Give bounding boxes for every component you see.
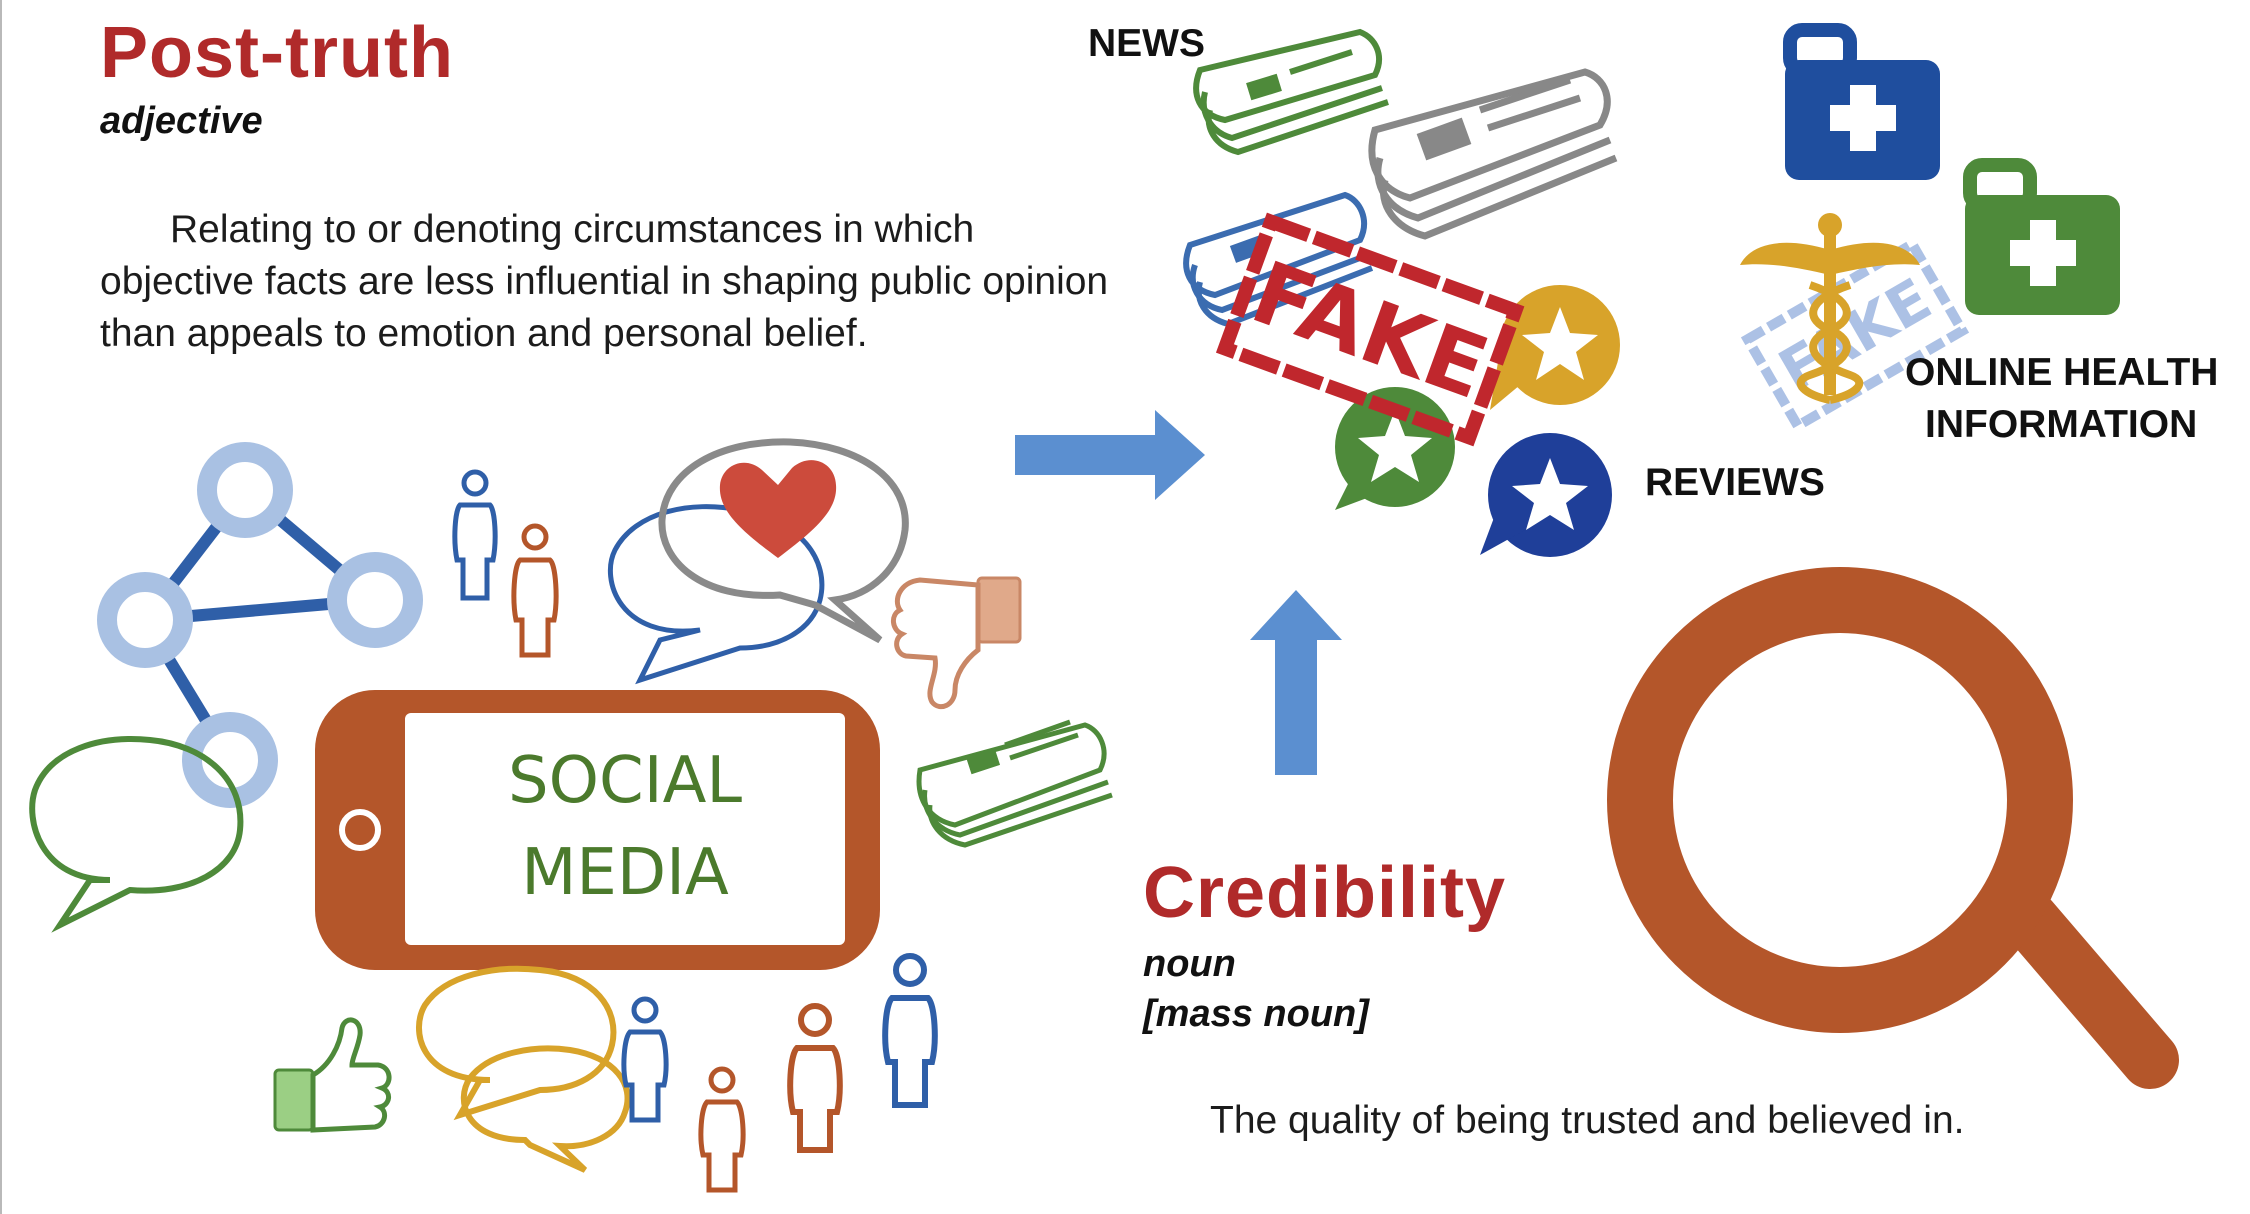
smartphone-icon — [315, 690, 880, 970]
health-label-line1: ONLINE HEALTH — [1905, 351, 2219, 394]
person-icon — [698, 1066, 746, 1193]
thumbs-up-icon — [273, 1017, 392, 1133]
fake-stamp: FAKE — [1215, 212, 1525, 447]
thumbs-down-icon — [891, 576, 1022, 710]
arrow-right-icon — [1015, 410, 1205, 500]
news-label: NEWS — [1088, 22, 1205, 65]
person-icon — [621, 996, 669, 1123]
network-icon — [97, 442, 423, 808]
heart-speech-bubble-icon — [607, 438, 909, 685]
speech-bubble-icon — [29, 736, 244, 933]
person-icon — [511, 523, 559, 658]
magnifying-glass-icon — [1607, 567, 2179, 1089]
reviews-label: REVIEWS — [1645, 461, 1825, 504]
left-border — [0, 0, 2, 1214]
star-badge-icon — [1480, 433, 1612, 557]
post-truth-title: Post-truth — [100, 13, 454, 93]
health-label-line2: INFORMATION — [1925, 403, 2198, 446]
person-icon — [882, 953, 938, 1108]
newspaper-icon — [916, 719, 1113, 848]
social-media-label-line2: MEDIA — [521, 836, 729, 910]
medical-kit-icon — [1783, 23, 1940, 180]
arrow-up-icon — [1250, 590, 1342, 775]
credibility-definition: The quality of being trusted and believe… — [1210, 1099, 1965, 1142]
person-icon — [452, 469, 498, 601]
post-truth-pos: adjective — [100, 100, 263, 142]
credibility-pos: noun — [1143, 943, 1236, 985]
newspaper-icon — [1193, 28, 1389, 156]
medical-kit-icon — [1963, 158, 2120, 315]
post-truth-definition: Relating to or denoting circumstances in… — [100, 208, 1109, 355]
star-badge-icon — [1490, 285, 1620, 410]
credibility-qualifier: [mass noun] — [1143, 993, 1369, 1035]
person-icon — [787, 1003, 843, 1153]
speech-bubble-icon — [416, 965, 631, 1173]
social-media-label-line1: SOCIAL — [508, 744, 742, 818]
newspaper-icon — [1368, 68, 1618, 240]
credibility-title: Credibility — [1143, 853, 1507, 933]
